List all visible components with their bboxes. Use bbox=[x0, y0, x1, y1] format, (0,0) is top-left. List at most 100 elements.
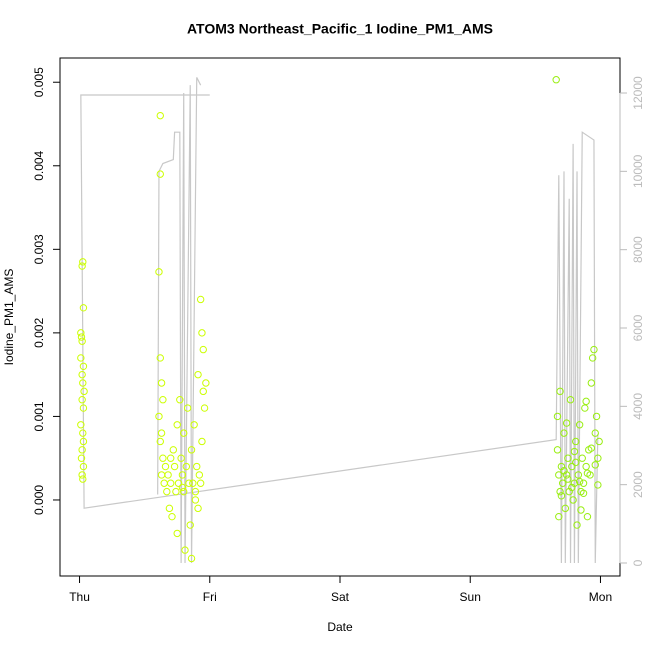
scatter-point bbox=[77, 333, 86, 341]
x-axis-label: Date bbox=[327, 620, 353, 634]
scatter-point bbox=[165, 504, 174, 513]
scatter-point bbox=[79, 475, 87, 483]
y-tick-label: 0.005 bbox=[32, 67, 46, 97]
scatter-point bbox=[78, 370, 86, 379]
scatter-point bbox=[163, 487, 171, 496]
scatter-point bbox=[581, 404, 589, 412]
scatter-point bbox=[79, 437, 88, 446]
y2-tick-label: 4000 bbox=[631, 393, 645, 420]
scatter-point bbox=[79, 379, 87, 387]
scatter-point bbox=[155, 268, 163, 276]
scatter-point bbox=[594, 454, 602, 462]
scatter-point bbox=[187, 554, 196, 563]
scatter-point bbox=[595, 437, 603, 446]
scatter-point bbox=[555, 512, 563, 521]
scatter-point bbox=[553, 412, 562, 421]
scatter-point bbox=[78, 446, 86, 454]
scatter-point bbox=[79, 362, 88, 370]
y-axis-label: Iodine_PM1_AMS bbox=[2, 269, 16, 366]
scatter-point bbox=[174, 479, 183, 487]
scatter-point bbox=[194, 370, 202, 379]
scatter-point bbox=[156, 437, 164, 446]
x-tick-label: Sat bbox=[331, 590, 350, 604]
scatter-point bbox=[182, 462, 191, 471]
scatter-point bbox=[176, 396, 184, 404]
scatter-point bbox=[77, 454, 86, 462]
scatter-point bbox=[160, 479, 168, 487]
scatter-point bbox=[195, 471, 204, 479]
scatter-point bbox=[582, 397, 590, 406]
y-tick-label: 0.001 bbox=[32, 401, 46, 431]
scatter-point bbox=[189, 479, 197, 487]
scatter-point bbox=[594, 481, 602, 489]
scatter-point bbox=[80, 387, 88, 396]
scatter-point bbox=[556, 487, 564, 496]
scatter-point bbox=[575, 421, 584, 429]
plot-box bbox=[59, 57, 621, 577]
scatter-point bbox=[560, 429, 568, 437]
scatter-point bbox=[564, 475, 572, 483]
scatter-point bbox=[577, 506, 585, 514]
y-tick-label: 0.002 bbox=[32, 318, 46, 348]
scatter-point bbox=[173, 529, 181, 538]
scatter-point bbox=[178, 483, 187, 492]
scatter-point bbox=[579, 479, 588, 487]
scatter-point bbox=[79, 429, 87, 437]
scatter-point bbox=[79, 258, 87, 266]
scatter-point bbox=[569, 496, 577, 504]
scatter-point bbox=[583, 469, 592, 477]
scatter-point bbox=[156, 354, 164, 362]
scatter-point bbox=[157, 379, 166, 387]
scatter-point bbox=[552, 76, 560, 84]
scatter-point bbox=[78, 337, 86, 345]
scatter-point bbox=[79, 462, 88, 471]
x-tick-label: Sun bbox=[460, 590, 481, 604]
scatter-point bbox=[177, 454, 185, 462]
scatter-point bbox=[180, 429, 188, 437]
y2-tick-label: 10000 bbox=[631, 154, 645, 188]
scatter-point bbox=[168, 512, 176, 521]
scatter-point bbox=[77, 421, 85, 429]
scatter-point bbox=[186, 521, 194, 529]
scatter-point bbox=[157, 471, 166, 479]
scatter-point bbox=[196, 479, 205, 487]
scatter-point bbox=[166, 479, 175, 487]
scatter-point bbox=[173, 421, 181, 429]
scatter-point bbox=[164, 471, 172, 479]
scatter-point bbox=[555, 471, 563, 479]
scatter-point bbox=[199, 387, 207, 396]
x-tick-label: Mon bbox=[589, 590, 612, 604]
scatter-point bbox=[202, 379, 210, 387]
scatter-point bbox=[155, 412, 163, 421]
y2-tick-label: 12000 bbox=[631, 76, 645, 110]
y-tick-label: 0.000 bbox=[32, 485, 46, 515]
scatter-point bbox=[587, 379, 596, 387]
scatter-point bbox=[169, 446, 178, 454]
scatter-point bbox=[78, 396, 86, 404]
scatter-point bbox=[568, 462, 576, 471]
scatter-point bbox=[196, 295, 205, 304]
scatter-point bbox=[79, 404, 88, 412]
scatter-point bbox=[578, 454, 586, 462]
scatter-point bbox=[156, 170, 164, 178]
scatter-point bbox=[574, 471, 583, 479]
scatter-point bbox=[183, 404, 192, 412]
scatter-point bbox=[78, 471, 86, 479]
scatter-point bbox=[78, 262, 86, 270]
scatter-point bbox=[191, 496, 200, 504]
scatter-point bbox=[77, 354, 85, 362]
scatter-point bbox=[573, 521, 581, 529]
scatter-point bbox=[587, 444, 596, 452]
scatter-point bbox=[579, 489, 588, 497]
y2-tick-label: 8000 bbox=[631, 236, 645, 263]
scatter-point bbox=[561, 504, 570, 513]
scatter-point bbox=[557, 492, 566, 500]
scatter-point bbox=[172, 487, 180, 496]
scatter-point bbox=[592, 412, 601, 421]
y2-tick-label: 0 bbox=[631, 559, 645, 566]
scatter-point bbox=[185, 479, 193, 487]
scatter-point bbox=[566, 396, 575, 404]
scatter-point bbox=[180, 487, 188, 496]
scatter-point bbox=[159, 454, 167, 462]
